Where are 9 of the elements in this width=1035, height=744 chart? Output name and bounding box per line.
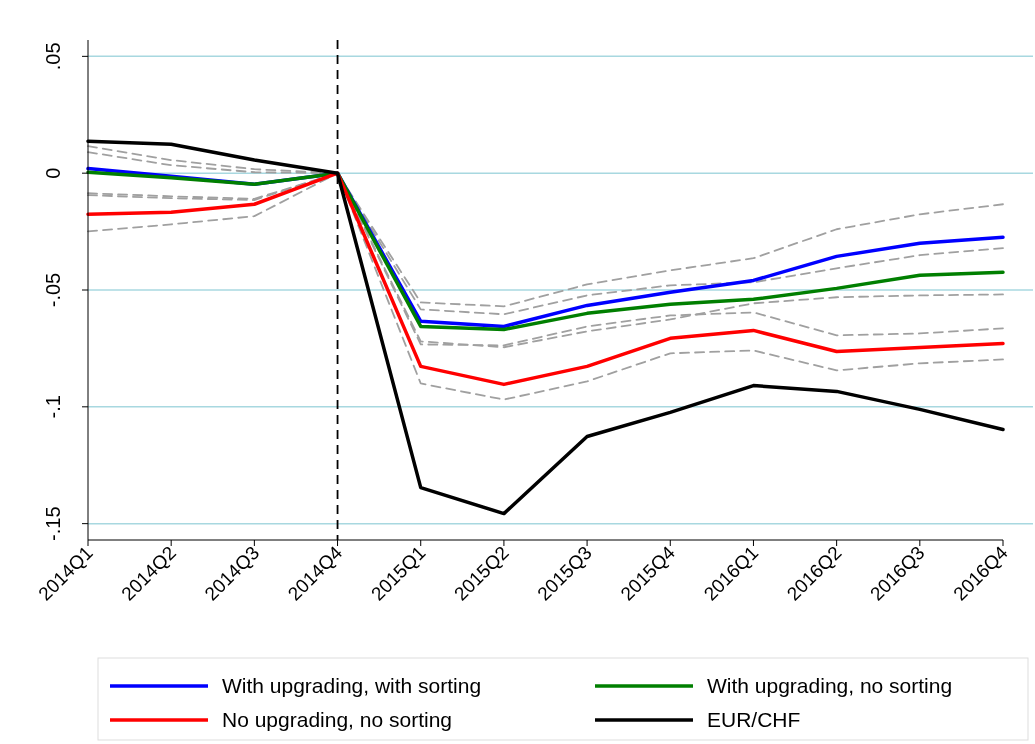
y-tick-label: -.15 xyxy=(42,506,64,541)
legend-label: No upgrading, no sorting xyxy=(222,708,452,731)
y-tick-label: 0 xyxy=(42,167,64,179)
legend-label: With upgrading, with sorting xyxy=(222,674,482,697)
y-tick-label: -.1 xyxy=(42,395,64,419)
legend-label: With upgrading, no sorting xyxy=(707,674,953,697)
y-tick-label: -.05 xyxy=(42,272,64,308)
legend-label: EUR/CHF xyxy=(707,708,801,731)
y-tick-label: .05 xyxy=(42,42,64,71)
